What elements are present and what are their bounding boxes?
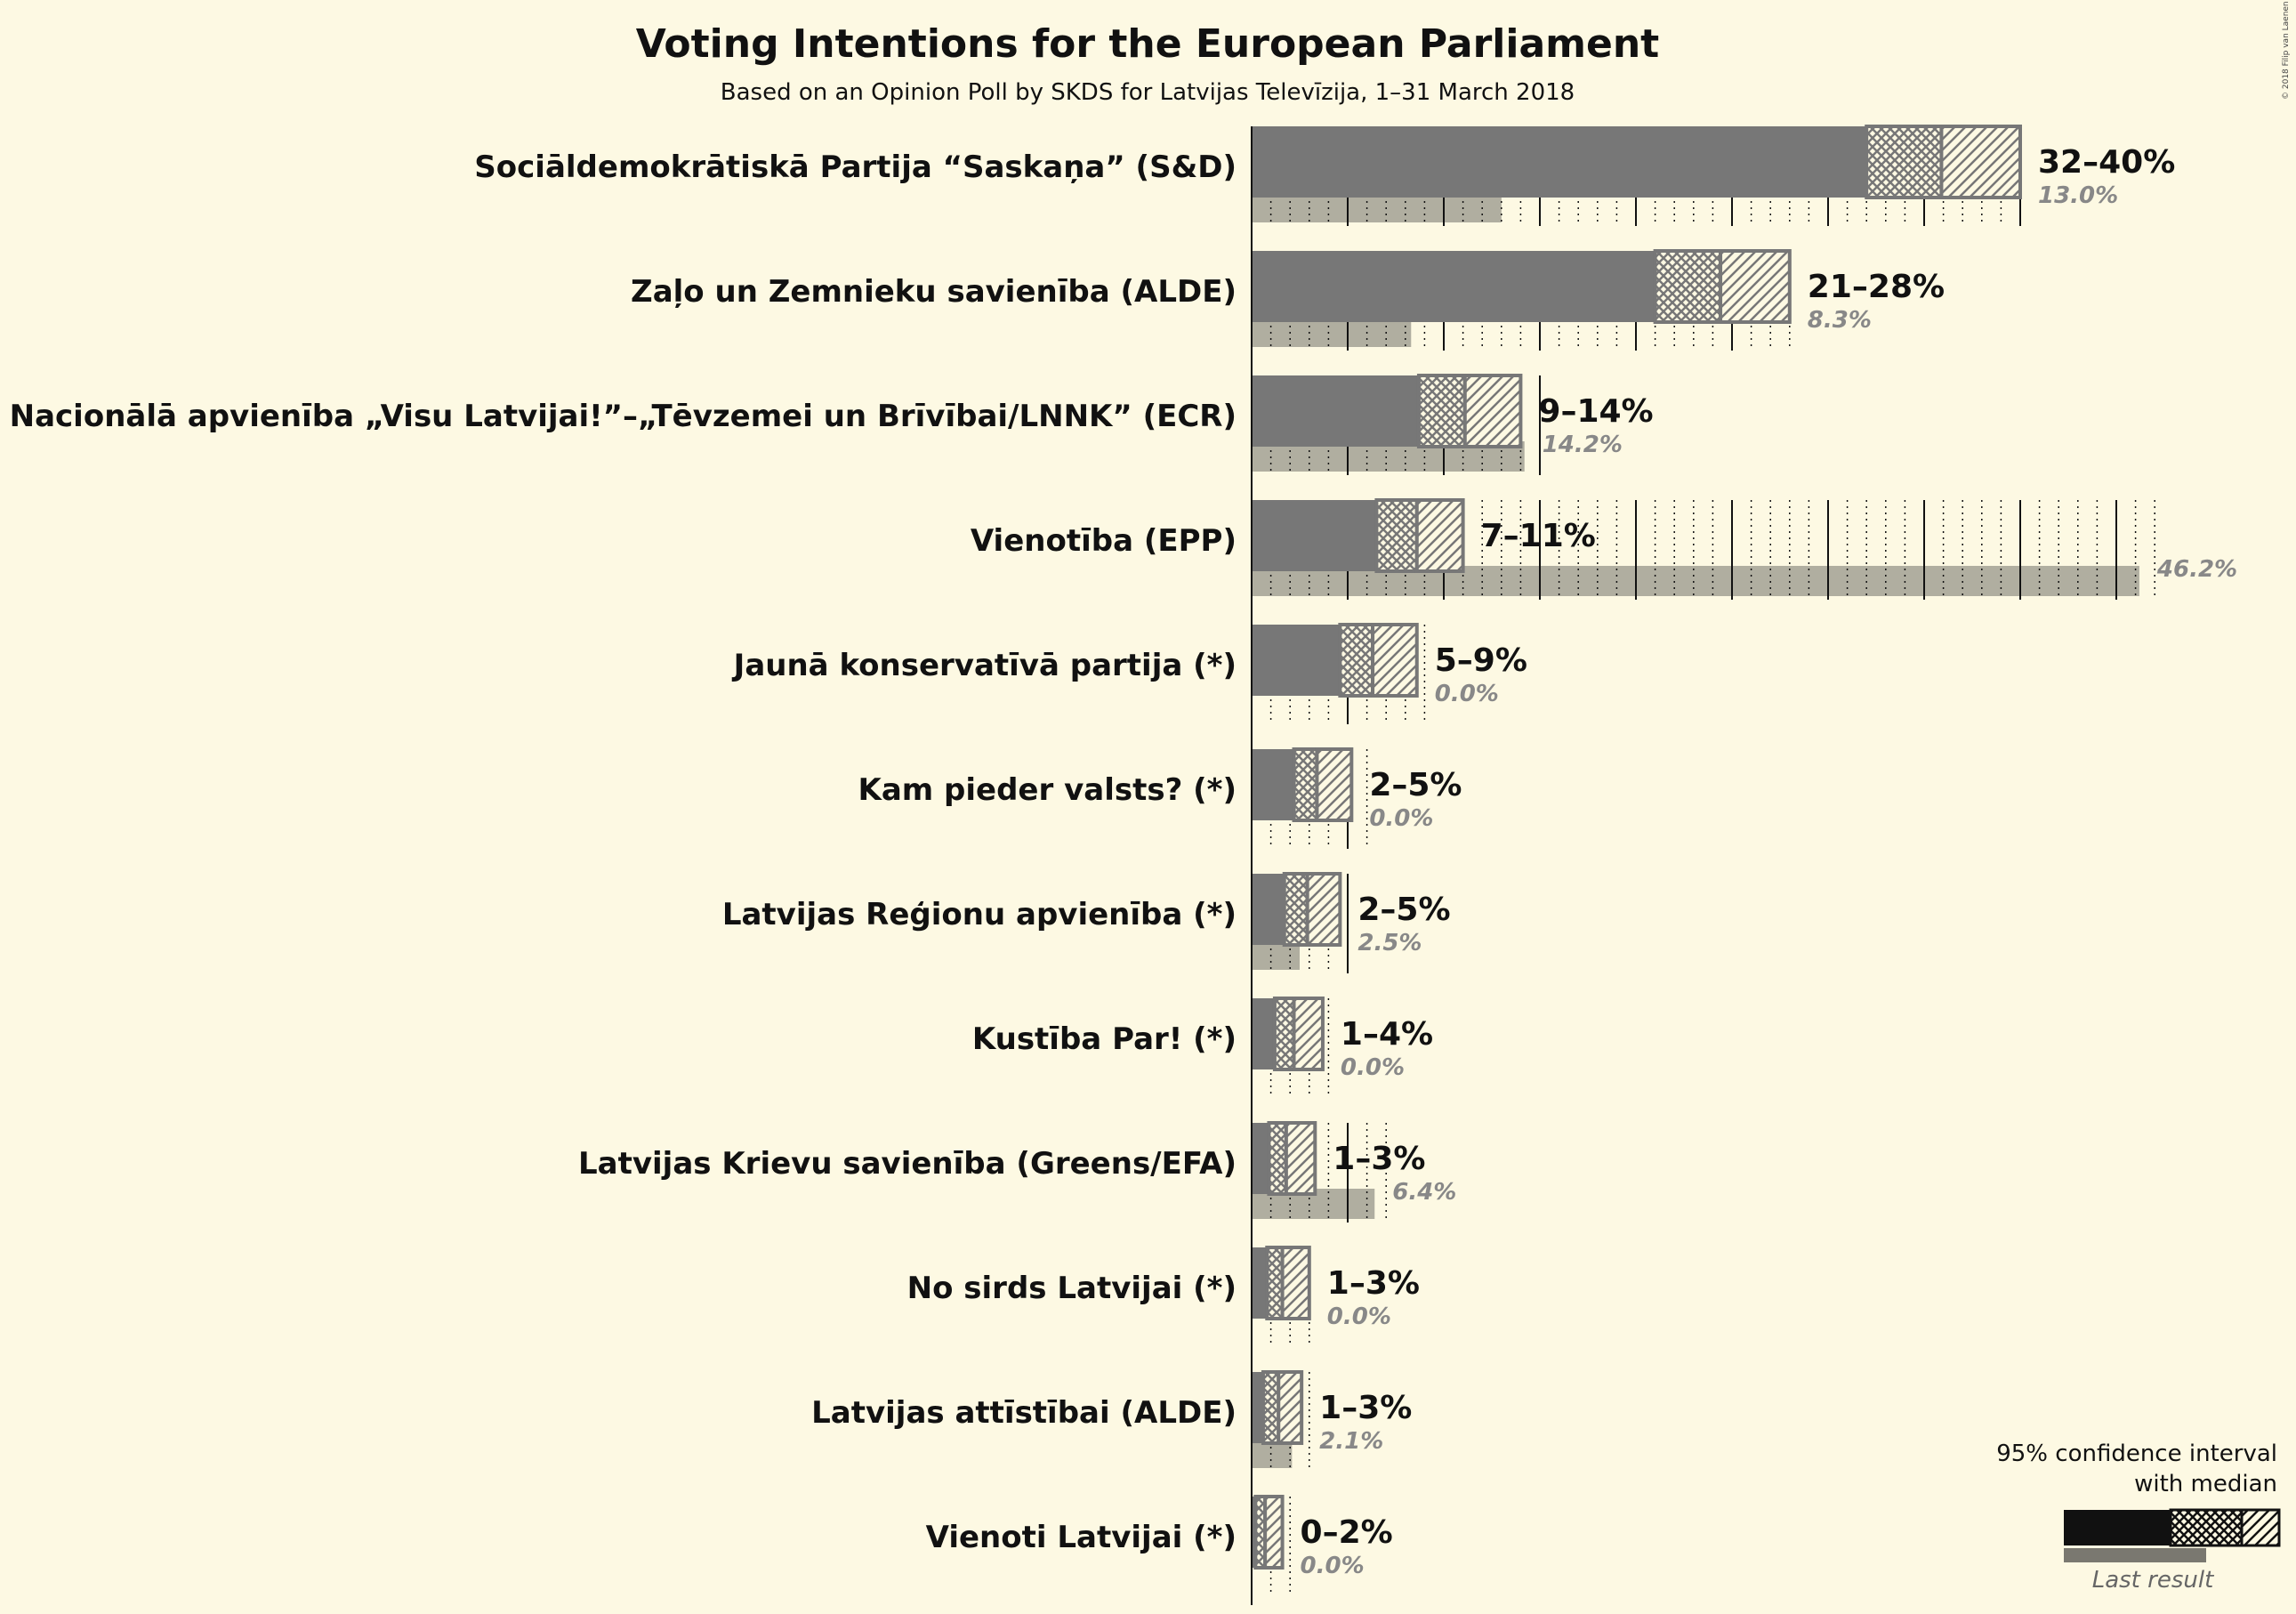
chart-rows: Sociāldemokrātiskā Partija “Saskaņa” (S&… [10, 125, 2237, 1605]
legend: 95% confidence interval with median Last… [1996, 1440, 2281, 1594]
party-label: Latvijas attīstībai (ALDE) [811, 1395, 1237, 1431]
party-label: Kam pieder valsts? (*) [858, 772, 1237, 808]
party-label: Jaunā konservatīvā partija (*) [732, 648, 1237, 683]
ci-upper-half [1939, 125, 2022, 199]
ci-solid-bar [1252, 126, 1867, 198]
chart-title: Voting Intentions for the European Parli… [636, 21, 1659, 67]
legend-ci-label-line1: 95% confidence interval [1996, 1440, 2277, 1467]
ci-solid-bar [1252, 1247, 1268, 1319]
ci-upper-half [1719, 249, 1792, 324]
party-label: Latvijas Reģionu apvienība (*) [722, 897, 1237, 932]
range-label: 21–28% [1808, 269, 1945, 305]
party-label: Vienotība (EPP) [971, 523, 1237, 559]
legend-last-label: Last result [2092, 1567, 2214, 1594]
legend-ci-solid [2064, 1510, 2171, 1545]
range-label: 1–3% [1327, 1265, 1420, 1302]
party-label: Zaļo un Zemnieku savienība (ALDE) [631, 274, 1237, 310]
ci-upper-half [1284, 1121, 1317, 1196]
range-label: 9–14% [1538, 393, 1653, 430]
ci-upper-half [1315, 747, 1354, 822]
ci-lower-half [1653, 249, 1723, 324]
ci-lower-half [1272, 997, 1296, 1071]
ci-upper-half [1292, 997, 1325, 1071]
ci-solid-bar [1252, 500, 1377, 571]
ci-solid-bar [1252, 625, 1341, 696]
last-result-label: 0.0% [1369, 805, 1433, 832]
range-label: 5–9% [1435, 642, 1527, 679]
ci-lower-half [1292, 747, 1319, 822]
ci-lower-half [1282, 872, 1309, 947]
last-result-label: 6.4% [1392, 1179, 1456, 1206]
last-result-label: 0.0% [1301, 1553, 1365, 1579]
legend-ci-hatch [2240, 1508, 2281, 1547]
ci-solid-bar [1252, 375, 1419, 447]
copyright-text: © 2018 Filip van Laenen [2282, 1, 2291, 100]
range-label: 7–11% [1481, 518, 1596, 554]
last-result-label: 0.0% [1341, 1054, 1405, 1081]
ci-upper-half [1305, 872, 1342, 947]
ci-solid-bar [1252, 874, 1285, 945]
last-result-label: 13.0% [2038, 182, 2118, 209]
party-label: Vienoti Latvijai (*) [926, 1520, 1237, 1555]
range-label: 1–3% [1333, 1141, 1425, 1177]
ci-lower-half [1416, 374, 1467, 448]
last-result-label: 2.5% [1357, 930, 1422, 956]
party-label: Latvijas Krievu savienība (Greens/EFA) [578, 1146, 1237, 1182]
last-result-label: 8.3% [1808, 307, 1872, 334]
legend-ci-label-line2: with median [2134, 1471, 2277, 1497]
ci-upper-half [1414, 498, 1465, 573]
ci-upper-half [1280, 1246, 1311, 1320]
ci-upper-half [1277, 1370, 1304, 1445]
chart-subtitle: Based on an Opinion Poll by SKDS for Lat… [721, 79, 1575, 106]
ci-solid-bar [1252, 1372, 1263, 1443]
legend-last-bar [2064, 1548, 2206, 1562]
last-result-label: 14.2% [1543, 432, 1623, 458]
range-label: 32–40% [2038, 144, 2175, 181]
ci-lower-half [1338, 623, 1375, 698]
ci-lower-half [1267, 1121, 1288, 1196]
range-label: 1–3% [1319, 1390, 1412, 1426]
party-label: No sirds Latvijai (*) [907, 1271, 1237, 1306]
ci-solid-bar [1252, 251, 1656, 322]
last-result-label: 46.2% [2156, 556, 2237, 583]
last-result-label: 0.0% [1435, 681, 1499, 707]
ci-lower-half [1261, 1370, 1281, 1445]
ci-upper-half [1371, 623, 1419, 698]
ci-upper-half [1263, 1495, 1285, 1570]
ci-upper-half [1462, 374, 1523, 448]
legend-ci-cross [2169, 1508, 2244, 1547]
ci-solid-bar [1252, 1497, 1256, 1568]
ci-lower-half [1265, 1246, 1285, 1320]
last-result-label: 0.0% [1327, 1303, 1391, 1330]
party-label: Nacionālā apvienība „Visu Latvijai!”–„Tē… [10, 399, 1237, 434]
ci-solid-bar [1252, 749, 1294, 820]
party-label: Sociāldemokrātiskā Partija “Saskaņa” (S&… [474, 149, 1237, 185]
ci-lower-half [1865, 125, 1944, 199]
ci-lower-half [1374, 498, 1419, 573]
range-label: 2–5% [1369, 767, 1462, 803]
range-label: 2–5% [1357, 892, 1450, 928]
range-label: 0–2% [1301, 1514, 1393, 1551]
ci-solid-bar [1252, 1123, 1269, 1194]
party-label: Kustība Par! (*) [972, 1021, 1237, 1057]
last-result-label: 2.1% [1319, 1428, 1383, 1455]
ci-solid-bar [1252, 998, 1275, 1069]
range-label: 1–4% [1341, 1016, 1433, 1053]
